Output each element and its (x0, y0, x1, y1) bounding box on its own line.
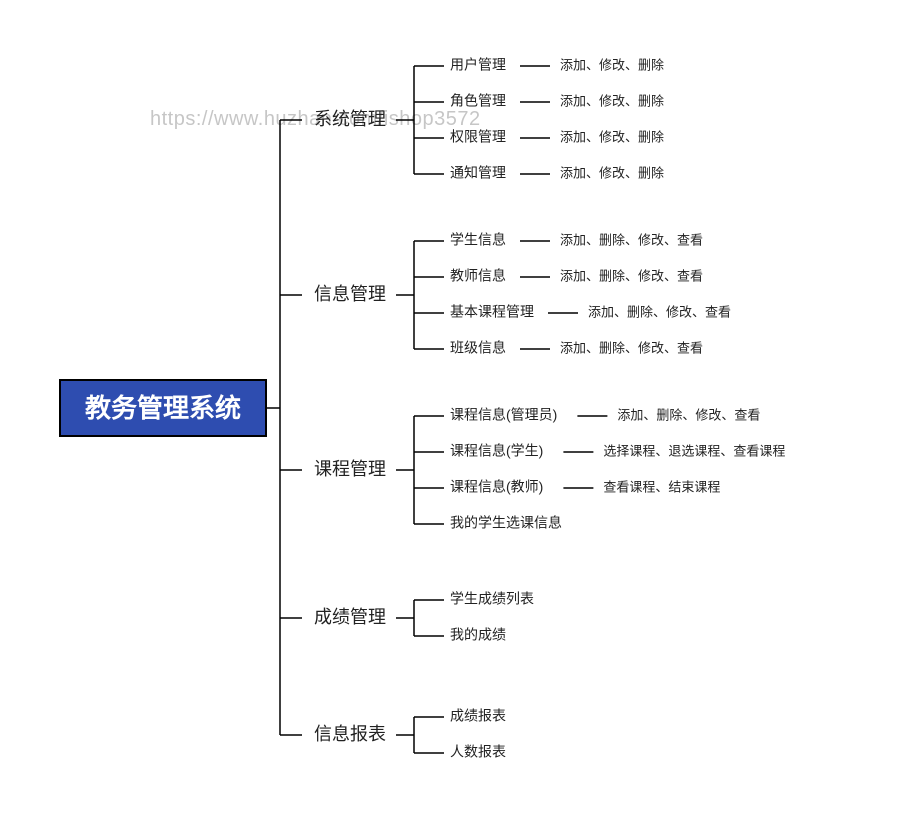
leaf-node: 通知管理 (450, 165, 506, 181)
leaf-node: 用户管理 (450, 57, 506, 73)
leaf-node: 权限管理 (450, 129, 506, 145)
leaf-node: 课程信息(学生) (450, 443, 543, 459)
leaf-detail: 添加、删除、修改、查看 (560, 232, 703, 247)
level1-node: 课程管理 (314, 459, 386, 479)
leaf-detail: 选择课程、退选课程、查看课程 (603, 443, 785, 458)
leaf-node: 教师信息 (450, 268, 506, 284)
leaf-node: 学生信息 (450, 232, 506, 248)
level1-node: 信息管理 (314, 284, 386, 304)
leaf-node: 角色管理 (450, 93, 506, 109)
leaf-node: 班级信息 (450, 340, 506, 356)
leaf-node: 我的成绩 (450, 627, 506, 643)
root-label: 教务管理系统 (85, 393, 241, 423)
leaf-node: 课程信息(教师) (450, 479, 543, 495)
level1-node: 系统管理 (314, 109, 386, 129)
level1-node: 信息报表 (314, 724, 386, 744)
leaf-detail: 添加、删除、修改、查看 (560, 340, 703, 355)
leaf-node: 人数报表 (450, 744, 506, 760)
leaf-detail: 添加、修改、删除 (560, 129, 664, 144)
leaf-detail: 添加、修改、删除 (560, 57, 664, 72)
leaf-detail: 添加、删除、修改、查看 (560, 268, 703, 283)
leaf-detail: 添加、删除、修改、查看 (617, 407, 760, 422)
leaf-node: 成绩报表 (450, 708, 506, 724)
leaf-node: 课程信息(管理员) (450, 407, 557, 423)
leaf-detail: 添加、删除、修改、查看 (588, 304, 731, 319)
leaf-detail: 添加、修改、删除 (560, 165, 664, 180)
leaf-node: 学生成绩列表 (450, 591, 534, 607)
leaf-node: 我的学生选课信息 (450, 515, 562, 531)
mindmap-diagram: https://www.huzhan.com/ishop3572教务管理系统系统… (0, 0, 900, 827)
leaf-detail: 添加、修改、删除 (560, 93, 664, 108)
level1-node: 成绩管理 (314, 607, 386, 627)
leaf-node: 基本课程管理 (450, 304, 534, 320)
leaf-detail: 查看课程、结束课程 (603, 479, 720, 494)
